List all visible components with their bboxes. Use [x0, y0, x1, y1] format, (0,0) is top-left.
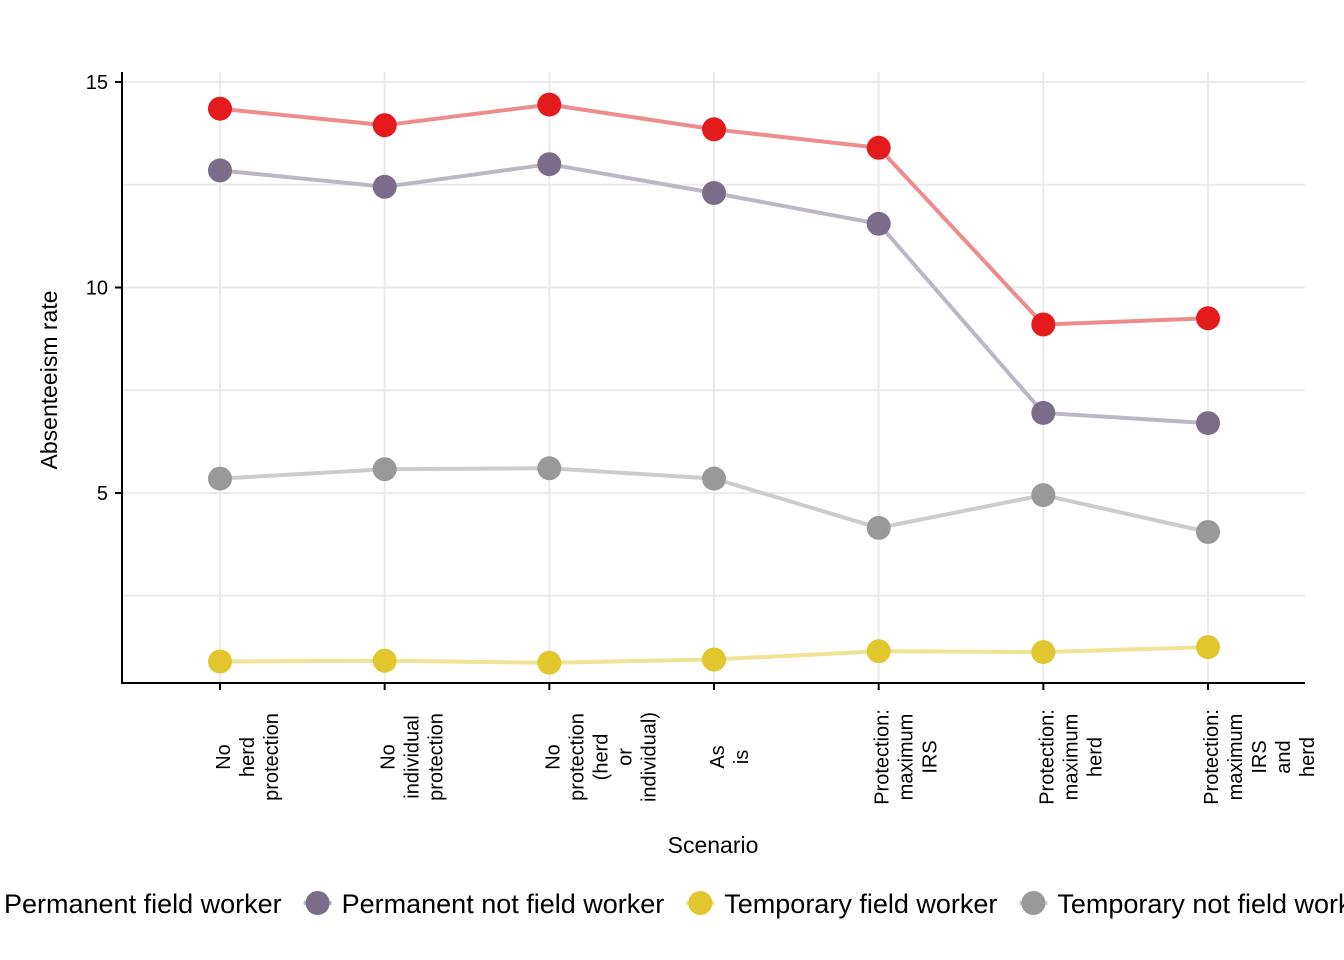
legend-key: [688, 891, 713, 915]
x-axis-title: Scenario: [668, 832, 759, 858]
data-point: [372, 648, 397, 673]
data-point: [372, 113, 397, 138]
x-tick-label: or: [614, 748, 636, 766]
data-point: [866, 211, 891, 236]
data-point: [866, 515, 891, 540]
x-tick-label: No: [378, 744, 400, 770]
x-tick-label: Protection:: [872, 709, 894, 805]
legend-key: [1021, 891, 1046, 915]
legend: Permanent field worker Permanent not fiel…: [4, 889, 1344, 919]
data-point: [208, 96, 232, 121]
data-point: [702, 181, 726, 205]
x-tick-label: maximum: [1060, 714, 1082, 801]
y-tick-label: 5: [97, 483, 108, 505]
x-tick-label: maximum: [1225, 714, 1247, 801]
y-axis-title: Absenteeism rate: [36, 291, 62, 470]
x-tick-label: Protection:: [1201, 709, 1223, 805]
x-tick-label: protection: [566, 713, 588, 801]
x-tick-label: No: [542, 744, 564, 770]
x-tick-label: individual: [402, 715, 424, 798]
x-tick-label: IRS: [920, 740, 942, 773]
legend-key: [305, 891, 330, 915]
x-tick-label: herd: [1084, 737, 1106, 777]
x-tick-label: protection: [261, 713, 283, 801]
x-tick-label: herd: [1297, 737, 1319, 777]
x-tick-label: maximum: [896, 714, 918, 801]
legend-label: Permanent not field worker: [342, 889, 665, 919]
y-tick-label: 10: [86, 278, 108, 300]
data-point: [1196, 635, 1220, 660]
data-point: [372, 174, 397, 199]
legend-label: Temporary not field worker: [1057, 889, 1344, 919]
data-point: [208, 466, 232, 491]
x-tick-label: No: [213, 744, 235, 770]
data-point: [1196, 306, 1220, 331]
x-tick-label: Protection:: [1036, 709, 1058, 805]
legend-label: Permanent field worker: [4, 889, 282, 919]
x-tick-label: IRS: [1249, 740, 1271, 773]
data-point: [208, 649, 232, 674]
data-point: [537, 152, 562, 177]
x-tick-label: herd: [237, 737, 259, 777]
x-tick-label: (herd: [590, 734, 612, 781]
legend-label: Temporary field worker: [724, 889, 997, 919]
data-point: [208, 158, 232, 183]
data-point: [702, 466, 726, 491]
data-point: [1031, 483, 1056, 508]
data-point: [537, 650, 562, 675]
x-tick-label: individual): [638, 712, 660, 802]
x-tick-label: is: [731, 750, 753, 764]
grid: [122, 72, 1305, 683]
data-point: [1196, 411, 1220, 436]
data-point: [1196, 520, 1220, 544]
data-point: [866, 135, 891, 160]
series-points: [208, 92, 1220, 675]
data-point: [372, 457, 397, 482]
data-point: [702, 117, 726, 142]
data-point: [537, 92, 562, 117]
data-point: [1031, 312, 1056, 337]
data-point: [1031, 400, 1056, 425]
y-tick-label: 15: [86, 72, 108, 94]
x-tick-label: protection: [426, 713, 448, 801]
x-tick-label: As: [707, 745, 729, 768]
data-point: [866, 639, 891, 664]
data-point: [1031, 640, 1056, 665]
data-point: [702, 647, 726, 672]
data-point: [537, 456, 562, 481]
x-tick-label: and: [1273, 740, 1295, 773]
